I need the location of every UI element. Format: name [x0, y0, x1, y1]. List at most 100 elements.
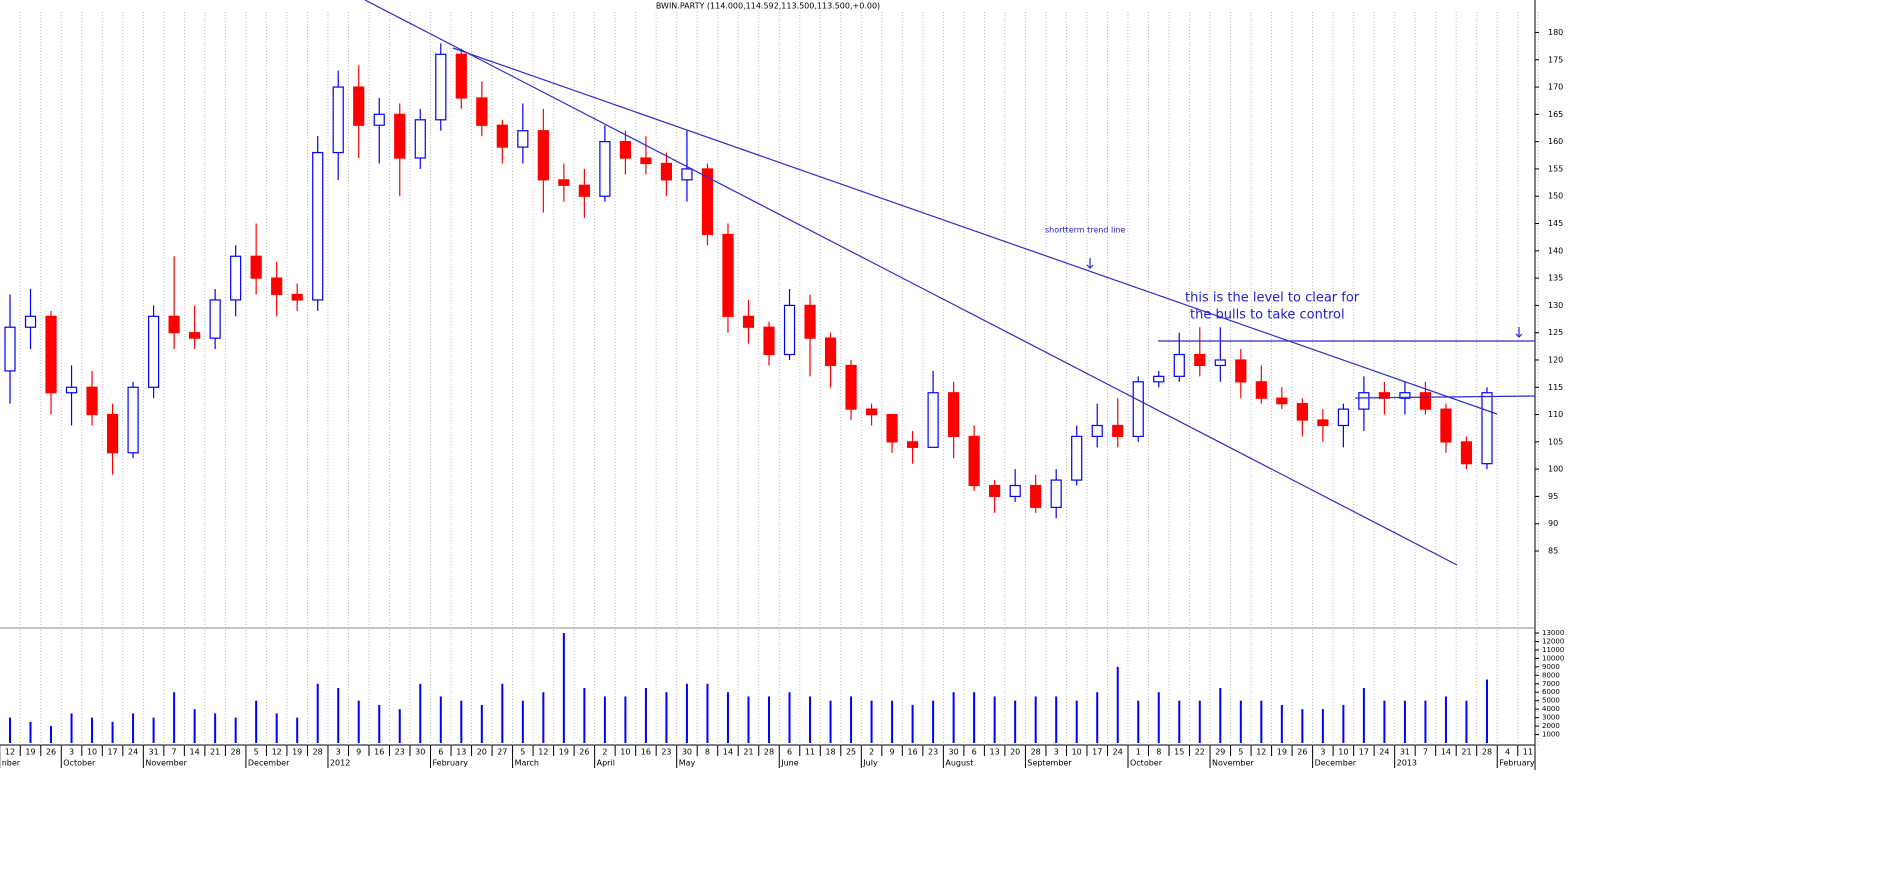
y-tick-label: 125 [1548, 328, 1563, 337]
volume-bar [296, 717, 299, 743]
y-tick-label: 115 [1548, 383, 1563, 392]
candle-body [1481, 392, 1493, 465]
month-label: December [1315, 759, 1357, 768]
volume-bar [275, 713, 278, 743]
y-tick-label: 140 [1548, 246, 1563, 255]
volume-bar [603, 696, 606, 743]
x-tick-label: 3 [336, 748, 341, 757]
y2-tick-label: 4000 [1542, 705, 1560, 713]
chart-title: BWIN.PARTY (114.000,114.592,113.500,113.… [656, 2, 880, 11]
x-tick-label: 1 [1136, 748, 1141, 757]
volume-bar [747, 696, 750, 743]
volume-bar [1055, 696, 1058, 743]
y2-tick-label: 12000 [1542, 637, 1564, 645]
x-tick-label: 11 [1523, 748, 1533, 757]
candle-body [1194, 353, 1206, 367]
candle-body [106, 413, 119, 454]
candle-body [65, 386, 78, 394]
volume-bar [460, 700, 463, 743]
volume-bar [685, 683, 688, 743]
candle-body [1255, 381, 1267, 399]
volume-bar [1260, 700, 1263, 743]
volume-bar [768, 696, 770, 743]
y2-tick-label: 7000 [1542, 680, 1560, 688]
volume-bar [193, 709, 196, 743]
annotation: the bulls to take control [1190, 308, 1345, 323]
volume-bar [419, 683, 422, 743]
month-label: May [679, 759, 696, 768]
volume-bar [1239, 700, 1242, 743]
volume-bar [91, 717, 94, 743]
x-tick-label: 6 [972, 748, 977, 757]
candle-body [435, 53, 447, 121]
x-tick-label: 16 [908, 748, 918, 757]
candle-body [1050, 479, 1062, 508]
month-label: July [862, 759, 878, 768]
volume-bar [1383, 700, 1386, 743]
candle-body [1276, 397, 1288, 405]
candle-body [927, 392, 939, 448]
month-label: November [145, 759, 187, 768]
volume-bar [337, 688, 340, 743]
candle-body [722, 233, 734, 317]
x-tick-label: 23 [395, 748, 405, 757]
month-label: April [597, 759, 615, 768]
y2-tick-label: 6000 [1542, 688, 1560, 696]
volume-bar [1116, 666, 1119, 743]
x-tick-label: 2 [869, 748, 874, 757]
candle-body [1153, 375, 1165, 383]
month-label: 2012 [330, 759, 350, 768]
x-tick-label: 23 [928, 748, 938, 757]
candle-body [1419, 392, 1432, 410]
candle-body [250, 255, 262, 279]
volume-bar [706, 683, 709, 743]
volume-bar [809, 696, 812, 743]
volume-bar [480, 704, 483, 743]
x-tick-label: 28 [1482, 748, 1492, 757]
y-tick-label: 150 [1548, 192, 1563, 201]
y-tick-label: 90 [1548, 519, 1558, 528]
resistance-line [1354, 395, 1536, 399]
volume-bar [624, 696, 627, 743]
volume-bar [70, 713, 73, 743]
x-tick-label: 19 [559, 748, 569, 757]
x-tick-label: 31 [1400, 748, 1410, 757]
x-tick-label: 28 [1031, 748, 1041, 757]
y-tick-label: 105 [1548, 437, 1563, 446]
y-tick-label: 100 [1548, 465, 1563, 474]
volume-bar [1280, 704, 1283, 743]
x-tick-label: 24 [1379, 748, 1389, 757]
y-tick-label: 165 [1548, 110, 1563, 119]
x-tick-label: 12 [538, 748, 548, 757]
month-label: March [515, 759, 539, 768]
month-label: nber [2, 759, 21, 768]
candle-body [1112, 424, 1124, 438]
x-tick-label: 17 [1359, 748, 1369, 757]
candle-body [1173, 353, 1185, 377]
x-tick-label: 18 [825, 748, 835, 757]
month-label: 2013 [1397, 759, 1417, 768]
y-tick-label: 110 [1548, 410, 1563, 419]
trend-lines [364, 0, 1536, 566]
y2-tick-label: 2000 [1542, 722, 1560, 730]
volume-bar [173, 692, 176, 743]
x-tick-label: 6 [787, 748, 792, 757]
x-tick-label: 14 [1441, 748, 1451, 757]
y-tick-label: 175 [1548, 55, 1563, 64]
x-tick-label: 14 [190, 748, 200, 757]
x-tick-label: 24 [128, 748, 138, 757]
candle-body [414, 119, 426, 159]
candle-body [1358, 392, 1370, 410]
volume-bar [1178, 700, 1181, 743]
volume-bar [316, 683, 319, 743]
volume-bar [521, 700, 524, 743]
candle-body [230, 255, 242, 301]
candle-body [742, 315, 755, 328]
candle-body [845, 364, 857, 410]
x-tick-label: 7 [172, 748, 177, 757]
candle-body [886, 413, 898, 443]
x-tick-label: 17 [1092, 748, 1102, 757]
x-tick-label: 15 [1174, 748, 1184, 757]
volume-bar [1157, 692, 1160, 743]
candle-body [783, 304, 796, 356]
